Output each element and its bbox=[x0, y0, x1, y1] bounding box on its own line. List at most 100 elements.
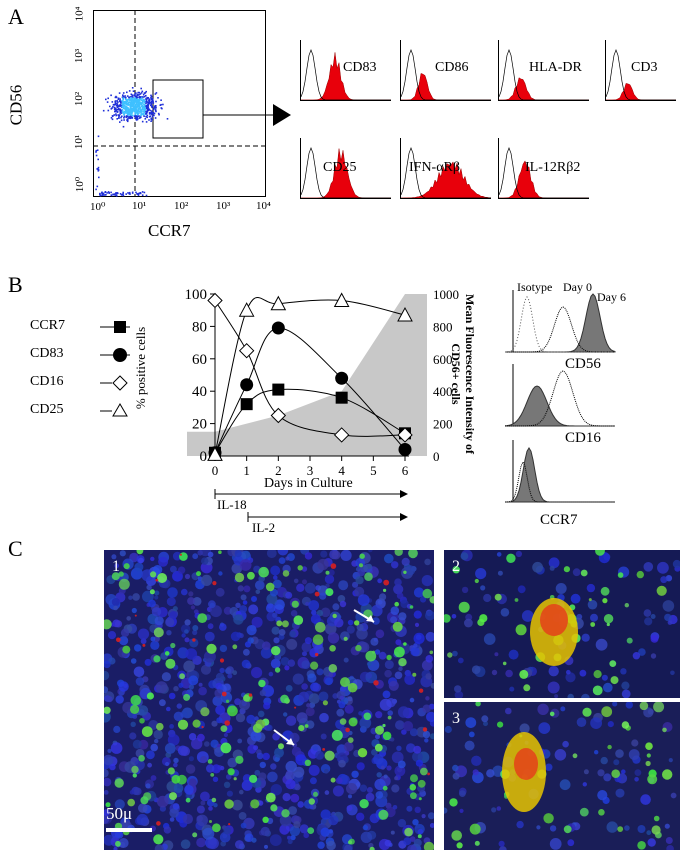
nucleus-blob bbox=[362, 824, 369, 831]
nucleus-blob bbox=[113, 725, 121, 733]
event-dot bbox=[128, 108, 131, 111]
event-dot bbox=[139, 96, 142, 98]
nucleus-blob bbox=[621, 769, 626, 774]
nucleus-blob bbox=[309, 777, 317, 785]
x-tick-label: 1 bbox=[243, 463, 250, 478]
nucleus-blob bbox=[371, 604, 383, 617]
nucleus-blob bbox=[311, 609, 317, 616]
event-dot bbox=[150, 101, 152, 104]
nucleus-blob bbox=[532, 561, 543, 573]
nucleus-blob bbox=[219, 644, 228, 653]
event-dot bbox=[129, 114, 131, 116]
nucleus-blob bbox=[237, 738, 243, 744]
positive-histogram bbox=[401, 73, 491, 101]
nucleus-blob bbox=[319, 712, 329, 723]
event-dot bbox=[161, 107, 163, 110]
nucleus-blob bbox=[154, 595, 159, 600]
nucleus-blob bbox=[338, 759, 346, 768]
green-cell bbox=[153, 627, 164, 638]
nucleus-blob bbox=[335, 777, 343, 784]
nucleus-blob bbox=[632, 652, 641, 660]
nucleus-blob bbox=[107, 748, 112, 753]
green-cell bbox=[519, 669, 529, 679]
nucleus-blob bbox=[351, 770, 359, 778]
nucleus-blob bbox=[597, 769, 605, 777]
nucleus-blob bbox=[371, 749, 378, 756]
green-cell bbox=[626, 637, 633, 644]
nucleus-blob bbox=[582, 782, 587, 787]
nucleus-blob bbox=[134, 562, 144, 572]
nucleus-blob bbox=[471, 665, 481, 674]
nucleus-blob bbox=[145, 783, 151, 789]
event-dot bbox=[141, 194, 144, 196]
nucleus-blob bbox=[347, 619, 354, 626]
day0-histogram bbox=[505, 306, 615, 353]
green-cell bbox=[271, 646, 281, 656]
y-tick-label: 20 bbox=[192, 417, 207, 433]
green-cell bbox=[298, 725, 305, 732]
event-dot bbox=[114, 107, 117, 110]
event-dot bbox=[122, 125, 125, 128]
micrograph-number: 2 bbox=[452, 558, 460, 575]
event-dot bbox=[136, 95, 138, 97]
event-dot bbox=[145, 194, 148, 197]
event-dot bbox=[141, 120, 144, 123]
event-dot bbox=[110, 117, 113, 119]
nucleus-blob bbox=[255, 580, 265, 590]
event-dot bbox=[122, 191, 124, 194]
nucleus-blob bbox=[232, 670, 238, 676]
green-cell bbox=[579, 807, 589, 817]
event-dot bbox=[138, 108, 141, 110]
red-cell bbox=[134, 614, 137, 617]
nucleus-blob bbox=[285, 770, 295, 781]
green-cell bbox=[444, 614, 451, 623]
green-cell bbox=[359, 799, 369, 809]
event-dot bbox=[135, 110, 138, 113]
green-cell bbox=[610, 676, 619, 685]
nucleus-blob bbox=[384, 660, 394, 670]
green-cell bbox=[474, 578, 479, 584]
nucleus-blob bbox=[357, 594, 370, 606]
event-dot bbox=[129, 109, 132, 112]
event-dot bbox=[138, 95, 141, 98]
nucleus-blob bbox=[188, 591, 194, 597]
event-dot bbox=[119, 110, 122, 112]
event-dot bbox=[131, 87, 134, 89]
nucleus-blob bbox=[213, 803, 218, 808]
nucleus-blob bbox=[234, 550, 242, 558]
nucleus-blob bbox=[188, 684, 194, 690]
nucleus-blob bbox=[128, 595, 133, 600]
nucleus-blob bbox=[344, 704, 354, 714]
nucleus-blob bbox=[189, 638, 199, 648]
green-cell bbox=[196, 571, 201, 577]
panel-a-letter: A bbox=[8, 4, 24, 29]
event-dot bbox=[136, 110, 139, 113]
x-tick-label: 5 bbox=[370, 463, 377, 478]
y-axis-left-label: % positive cells bbox=[133, 326, 149, 410]
nucleus-blob bbox=[206, 764, 215, 773]
event-dot bbox=[157, 112, 160, 115]
nucleus-blob bbox=[370, 637, 379, 646]
nucleus-blob bbox=[284, 665, 290, 671]
event-dot bbox=[115, 192, 117, 194]
event-dot bbox=[114, 102, 117, 104]
nucleus-blob bbox=[237, 585, 244, 592]
nucleus-blob bbox=[394, 776, 399, 781]
nucleus-blob bbox=[196, 837, 206, 848]
green-cell bbox=[122, 645, 131, 654]
event-dot bbox=[107, 109, 110, 112]
green-cell bbox=[310, 661, 319, 670]
nucleus-blob bbox=[413, 838, 422, 847]
nucleus-blob bbox=[396, 592, 404, 599]
event-dot bbox=[126, 100, 129, 103]
event-dot bbox=[123, 103, 125, 106]
nucleus-blob bbox=[304, 552, 313, 560]
nucleus-blob bbox=[163, 826, 172, 834]
red-cell bbox=[142, 643, 146, 647]
event-dot bbox=[136, 98, 138, 100]
nucleus-blob bbox=[620, 668, 627, 675]
green-cell bbox=[171, 774, 181, 784]
nucleus-blob bbox=[169, 611, 178, 620]
nucleus-blob bbox=[169, 808, 179, 818]
nucleus-blob bbox=[452, 772, 460, 780]
